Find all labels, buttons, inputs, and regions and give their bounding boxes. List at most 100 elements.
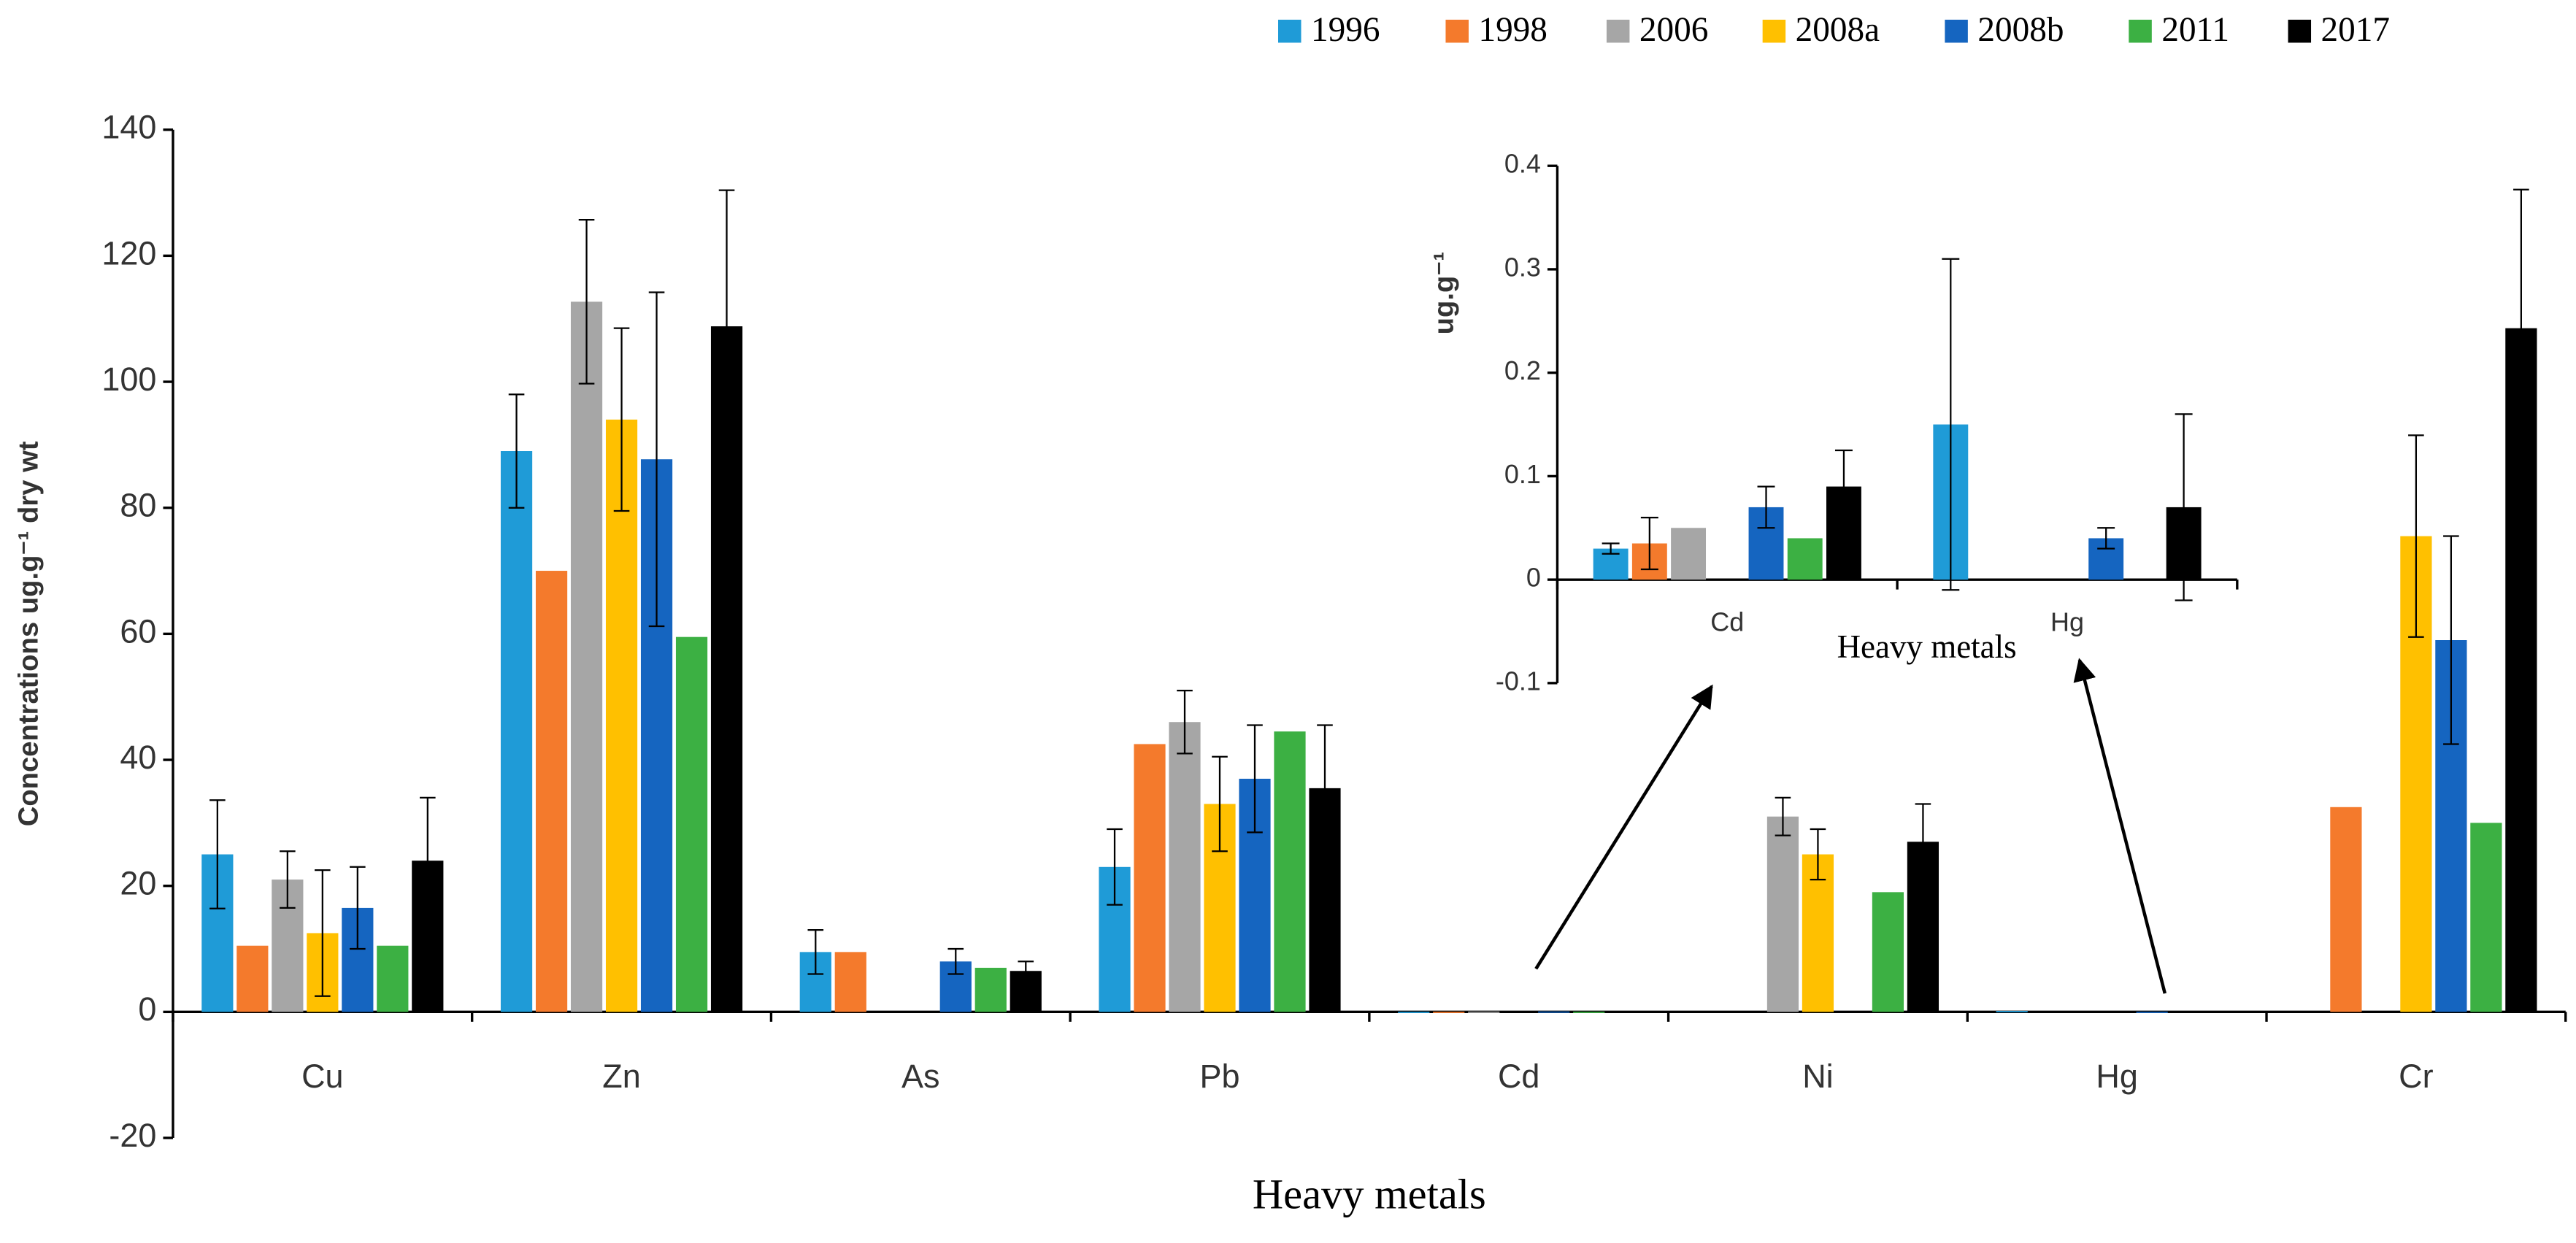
- legend-swatch: [1606, 19, 1630, 43]
- bar: [2136, 1012, 2168, 1013]
- bar: [1787, 538, 1823, 580]
- error-bar: [1757, 485, 1775, 529]
- bar: [1398, 1012, 1430, 1013]
- bar: [500, 451, 533, 1012]
- bar: [1169, 722, 1201, 1012]
- bar: [1872, 892, 1904, 1012]
- bar: [570, 301, 603, 1012]
- x-tick-label: Cu: [301, 1058, 344, 1095]
- y-tick-label: -20: [109, 1117, 156, 1154]
- x-tick-label: Pb: [1199, 1058, 1239, 1095]
- bar: [1468, 1011, 1500, 1013]
- y-tick-label: 0.4: [1504, 149, 1541, 179]
- legend-label: 2017: [2321, 11, 2390, 49]
- y-tick-label: 140: [101, 109, 156, 146]
- legend-swatch: [1278, 19, 1302, 43]
- y-tick-label: -0.1: [1496, 666, 1541, 696]
- error-bar: [1942, 258, 1960, 591]
- y-tick-label: 0.1: [1504, 459, 1541, 489]
- bar: [377, 945, 409, 1012]
- y-tick-label: 0.2: [1504, 355, 1541, 385]
- error-bar: [2408, 434, 2424, 638]
- error-bar: [2097, 527, 2115, 550]
- bar: [2330, 807, 2362, 1012]
- y-tick-label: 20: [120, 865, 156, 902]
- y-tick-label: 120: [101, 234, 156, 272]
- x-tick-label: Hg: [2050, 607, 2084, 636]
- error-bar: [1834, 449, 1853, 524]
- error-bar: [209, 799, 226, 909]
- error-bar: [1107, 828, 1123, 906]
- error-bar: [1317, 724, 1333, 853]
- error-bar: [947, 947, 964, 975]
- x-tick-label: Ni: [1802, 1058, 1833, 1095]
- y-tick-label: 100: [101, 361, 156, 398]
- bar: [1608, 1011, 1640, 1013]
- bar: [974, 967, 1007, 1012]
- bar: [535, 571, 568, 1012]
- y-tick-label: 40: [120, 739, 156, 776]
- legend-swatch: [1445, 19, 1469, 43]
- bar: [1538, 1011, 1570, 1013]
- error-bar: [1640, 516, 1658, 571]
- y-tick-label: 80: [120, 487, 156, 524]
- x-axis-title: Heavy metals: [1837, 628, 2017, 665]
- y-tick-label: 0.3: [1504, 252, 1541, 282]
- bar: [1766, 816, 1799, 1012]
- error-bar: [2175, 413, 2193, 601]
- bar: [237, 945, 269, 1012]
- legend-swatch: [1762, 19, 1786, 43]
- y-axis-title: ug.g⁻¹: [1429, 252, 1460, 335]
- error-bar: [648, 291, 665, 628]
- error-bar: [1247, 724, 1263, 834]
- y-tick-label: 60: [120, 612, 156, 650]
- error-bar: [1212, 755, 1228, 853]
- bar: [1802, 854, 1834, 1012]
- error-bar: [280, 850, 296, 909]
- legend-swatch: [2129, 19, 2152, 43]
- error-bar: [1915, 803, 1931, 881]
- bar: [605, 419, 638, 1012]
- x-tick-label: Cd: [1498, 1058, 1540, 1095]
- bar: [834, 952, 866, 1012]
- x-axis-title: Heavy metals: [1253, 1171, 1486, 1218]
- bar: [2206, 1011, 2238, 1013]
- error-bar: [1177, 689, 1193, 755]
- x-tick-label: As: [901, 1058, 939, 1095]
- error-bar: [718, 189, 735, 463]
- legend-swatch: [2288, 19, 2312, 43]
- legend-label: 2011: [2161, 11, 2229, 49]
- y-tick-label: 0: [138, 990, 156, 1028]
- x-tick-label: Cd: [1710, 607, 1744, 636]
- bar: [1134, 744, 1166, 1012]
- error-bar: [613, 327, 630, 512]
- error-bar: [1810, 828, 1826, 881]
- error-bar: [2443, 535, 2459, 745]
- error-bar: [1018, 961, 1034, 982]
- bar: [1573, 1012, 1605, 1013]
- y-tick-label: 0: [1526, 563, 1541, 593]
- bar: [675, 636, 708, 1012]
- legend-swatch: [1945, 19, 1968, 43]
- error-bar: [1775, 796, 1791, 836]
- error-bar: [578, 219, 595, 385]
- bar: [2470, 823, 2502, 1012]
- x-tick-label: Hg: [2096, 1058, 2138, 1095]
- bar: [1433, 1012, 1465, 1013]
- bar: [1996, 1011, 2028, 1012]
- bar: [1671, 528, 1707, 580]
- legend-label: 1998: [1478, 11, 1547, 49]
- legend-label: 2008b: [1977, 11, 2064, 49]
- error-bar: [807, 929, 824, 975]
- error-bar: [315, 869, 331, 997]
- bar: [1274, 731, 1306, 1012]
- legend-label: 2008a: [1796, 11, 1880, 49]
- error-bar: [420, 796, 436, 925]
- error-bar: [350, 866, 366, 950]
- y-axis-title: Concentrations ug.g⁻¹ dry wt: [12, 441, 44, 826]
- legend-label: 1996: [1311, 11, 1380, 49]
- x-tick-label: Zn: [602, 1058, 641, 1095]
- arrow: [1534, 684, 1713, 970]
